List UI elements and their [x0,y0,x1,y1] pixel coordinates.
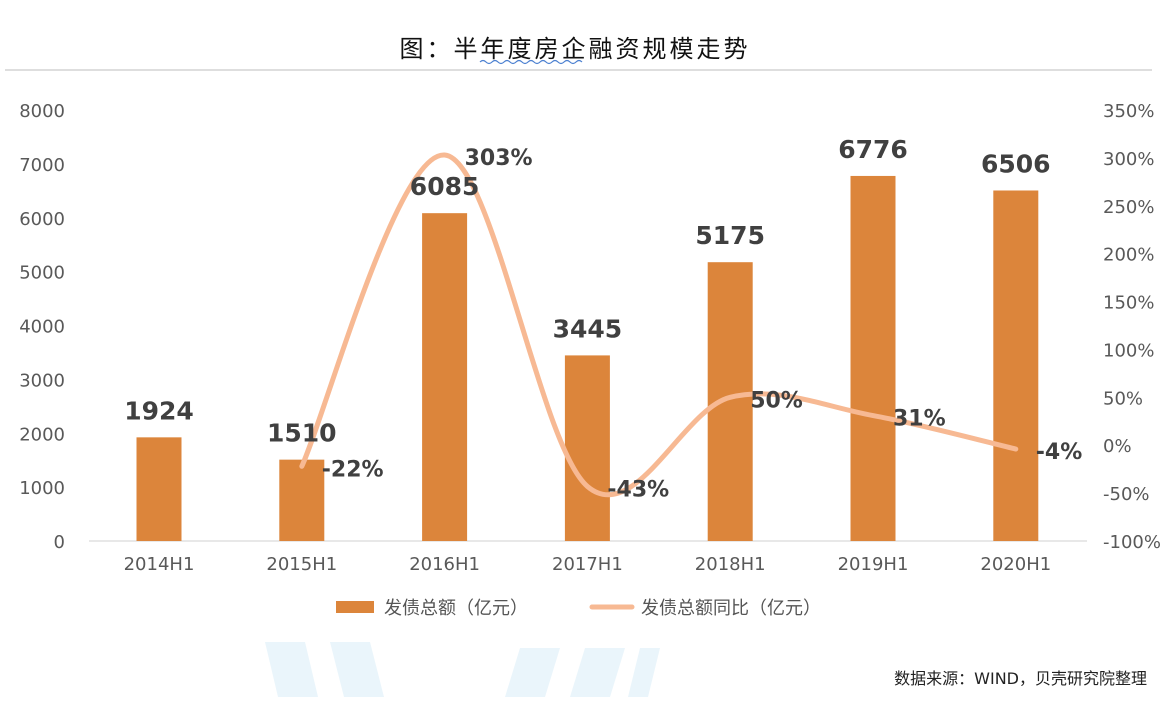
bar [564,355,610,541]
bar-label: 1510 [267,419,337,448]
bar-series [136,175,1039,541]
right-axis-tick: 100% [1103,340,1154,361]
bar-label: 3445 [553,314,623,343]
bar-label: 5175 [695,221,765,250]
x-axis-labels: 2014H1 2015H1 2016H1 2017H1 2018H1 2019H1 2020… [124,554,1052,575]
bar [993,190,1039,541]
bar [422,213,468,541]
left-axis-tick: 4000 [19,317,65,338]
bar-label: 6506 [981,149,1051,178]
bar-label: 6085 [410,172,480,201]
right-axis-tick: 200% [1103,245,1154,266]
line-label: 31% [893,407,946,432]
x-axis-tick: 2018H1 [695,554,766,575]
yoy-line [299,152,1019,498]
left-axis-tick: 8000 [19,101,65,122]
x-axis-tick: 2019H1 [838,554,909,575]
left-axis-tick: 2000 [19,424,65,445]
x-axis-tick: 2016H1 [409,554,480,575]
x-axis-tick: 2015H1 [266,554,337,575]
legend-line-label: 发债总额同比（亿元） [641,598,821,619]
legend: 发债总额（亿元） 发债总额同比（亿元） [336,598,821,619]
legend-bar-swatch [336,601,374,613]
watermark-logo [265,642,660,697]
left-y-axis: 0 1000 2000 3000 4000 5000 6000 7000 8000 [19,101,65,553]
bar [279,459,325,541]
title-squiggle [479,59,583,65]
right-axis-tick: 0% [1103,436,1132,457]
bar-label: 6776 [838,135,908,164]
line-series [299,152,1019,498]
right-y-axis: -100% -50% 0% 50% 100% 150% 200% 250% 300% 350% [1103,101,1161,553]
x-axis-tick: 2017H1 [552,554,623,575]
bar-data-labels: 1924 1510 6085 3445 5175 6776 6506 [124,135,1050,448]
line-label: 303% [465,146,533,171]
line-label: -4% [1036,440,1082,465]
line-label: 50% [750,388,803,413]
bar-label: 1924 [124,396,194,425]
chart-title: 图：半年度房企融资规模走势 [400,35,751,63]
line-label: -43% [607,477,669,502]
right-axis-tick: 50% [1103,388,1143,409]
right-axis-tick: 150% [1103,293,1154,314]
bar [850,175,896,541]
source-note: 数据来源：WIND，贝壳研究院整理 [894,669,1147,688]
left-axis-tick: 1000 [19,478,65,499]
right-axis-tick: 300% [1103,149,1154,170]
right-axis-tick: 350% [1103,101,1154,122]
bar [707,262,753,541]
legend-bar-label: 发债总额（亿元） [384,598,528,619]
x-axis-tick: 2020H1 [980,554,1051,575]
right-axis-tick: 250% [1103,197,1154,218]
left-axis-tick: 5000 [19,263,65,284]
right-axis-tick: -100% [1103,532,1161,553]
x-axis-tick: 2014H1 [124,554,195,575]
bar [136,437,182,541]
line-data-labels: -22% 303% -43% 50% 31% -4% [322,146,1082,502]
left-axis-tick: 3000 [19,370,65,391]
right-axis-tick: -50% [1103,484,1150,505]
left-axis-tick: 0 [54,532,65,553]
left-axis-tick: 7000 [19,155,65,176]
left-axis-tick: 6000 [19,209,65,230]
line-label: -22% [322,457,384,482]
